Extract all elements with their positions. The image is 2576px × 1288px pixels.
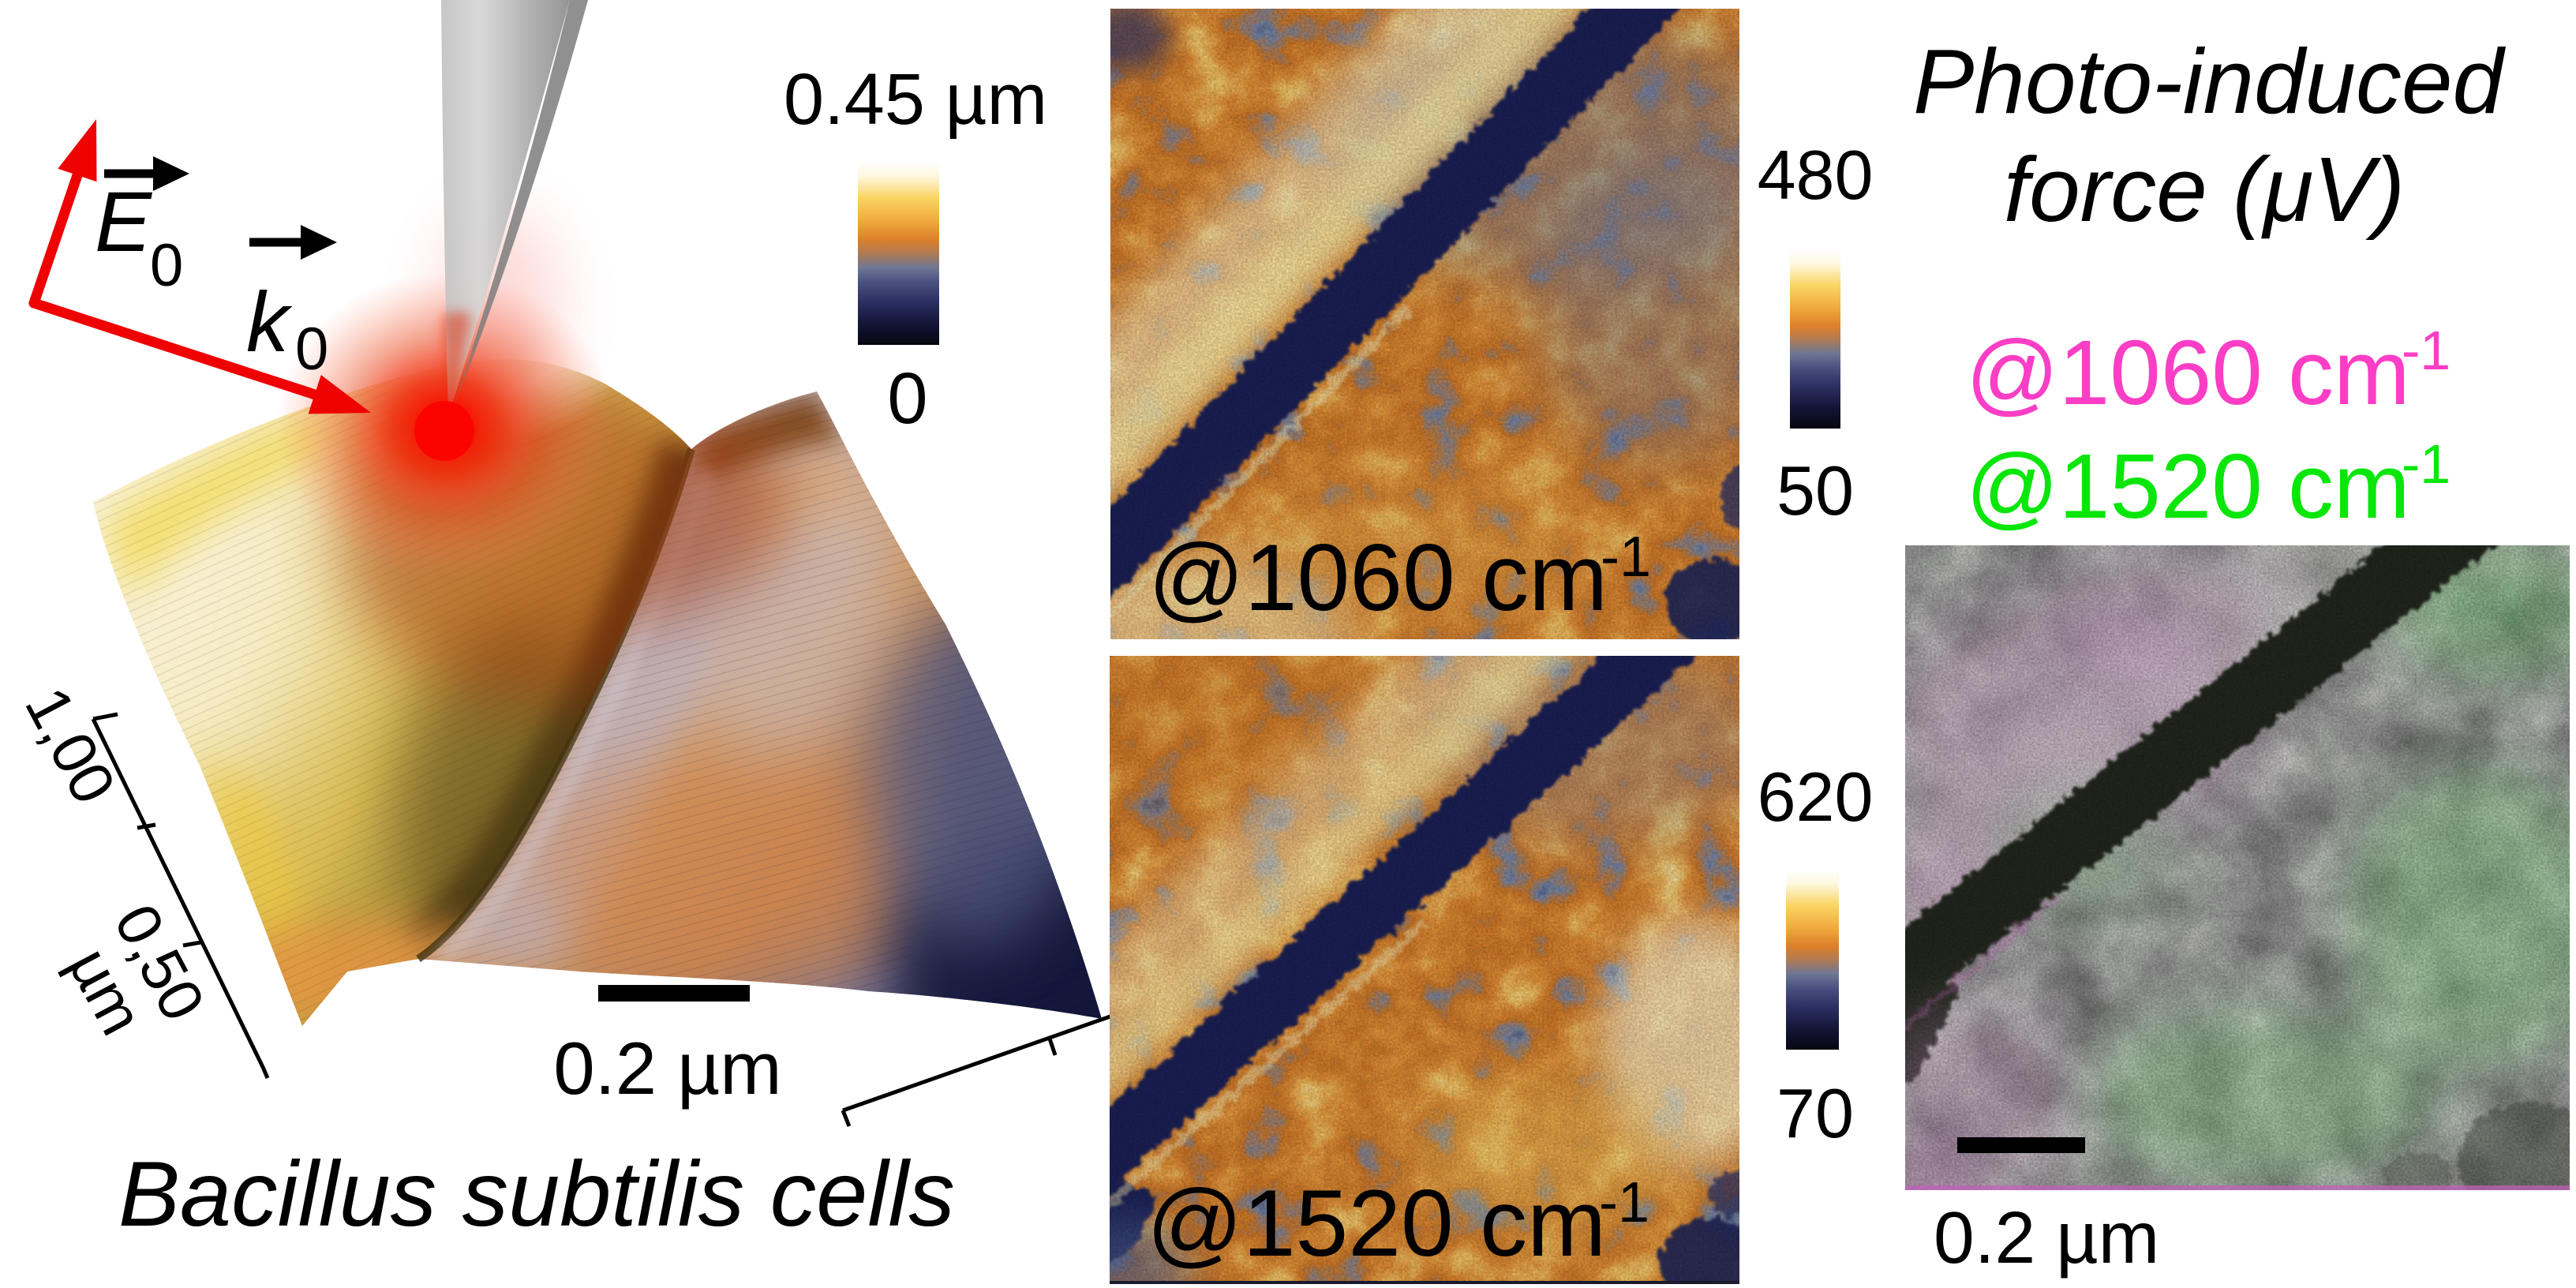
svg-text:force (μV): force (μV) [2004,138,2405,241]
svg-text:-1: -1 [1599,1171,1649,1234]
svg-text:@1060 cm: @1060 cm [1148,525,1608,631]
svg-text:0: 0 [887,358,927,439]
svg-text:0: 0 [150,232,183,299]
svg-text:@1520 cm: @1520 cm [1966,435,2410,537]
svg-text:-1: -1 [1601,526,1651,589]
svg-text:-1: -1 [2402,433,2451,495]
svg-text:1,00: 1,00 [12,676,129,814]
svg-text:50: 50 [1777,451,1854,530]
svg-text:@1520 cm: @1520 cm [1147,1170,1606,1276]
svg-text:E: E [95,174,153,269]
svg-text:@1060 cm: @1060 cm [1966,321,2410,424]
svg-text:620: 620 [1758,758,1874,836]
svg-text:70: 70 [1777,1074,1854,1152]
svg-text:-1: -1 [2402,320,2451,381]
svg-text:0.2 µm: 0.2 µm [553,1027,781,1110]
svg-text:0.2 µm: 0.2 µm [1934,1196,2159,1279]
svg-text:0.45 µm: 0.45 µm [784,59,1047,140]
svg-text:k: k [246,274,293,369]
svg-text:Bacillus subtilis cells: Bacillus subtilis cells [118,1142,955,1245]
svg-text:Photo-induced: Photo-induced [1913,30,2507,133]
svg-text:0: 0 [295,316,328,383]
svg-text:480: 480 [1758,136,1874,214]
